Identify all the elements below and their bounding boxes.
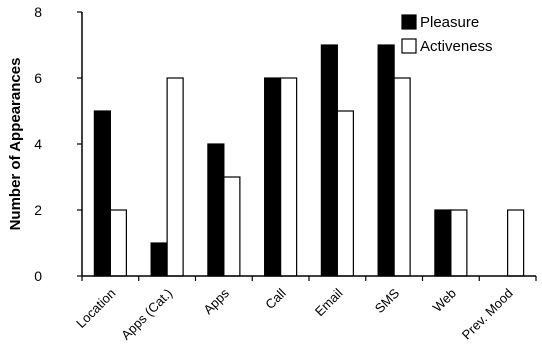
bar-activeness-5 (393, 77, 411, 277)
y-tick-label: 6 (34, 70, 42, 86)
bar-activeness-7 (507, 209, 525, 277)
y-tick-label: 4 (34, 136, 42, 152)
bar-pleasure-4 (320, 44, 338, 277)
bar-activeness-4 (336, 110, 354, 277)
y-tick-label: 2 (34, 202, 42, 218)
x-category-label: Apps (200, 285, 232, 317)
bar-activeness-6 (450, 209, 468, 277)
bar-activeness-1 (166, 77, 184, 277)
legend-swatch-pleasure (401, 14, 417, 30)
plot-area (93, 44, 525, 277)
x-category-label: SMS (372, 285, 403, 316)
bar-activeness-0 (109, 209, 127, 277)
x-category-label: Call (262, 285, 289, 312)
y-tick-label: 0 (34, 268, 42, 284)
legend: Pleasure Activeness (401, 14, 493, 55)
legend-label-pleasure: Pleasure (420, 14, 479, 31)
bar-activeness-2 (223, 176, 241, 277)
x-category-label: Prev. Mood (459, 286, 516, 343)
y-tick-label: 8 (34, 4, 42, 20)
bar-pleasure-0 (93, 110, 111, 277)
y-ticks: 0 2 4 6 8 (34, 4, 537, 284)
legend-label-activeness: Activeness (420, 38, 493, 55)
x-category-label: Apps (Cat.) (118, 286, 175, 343)
y-axis-title: Number of Appearances (7, 58, 24, 231)
bar-activeness-3 (280, 77, 298, 277)
bar-pleasure-3 (264, 77, 282, 277)
bar-pleasure-1 (150, 242, 168, 277)
bar-pleasure-6 (434, 209, 452, 277)
x-category-label: Location (73, 286, 118, 331)
bar-pleasure-5 (377, 44, 395, 277)
x-category-label: Web (430, 286, 459, 315)
x-category-labels: Location Apps (Cat.) Apps Call Email SMS Web Pr… (73, 285, 516, 342)
x-category-label: Email (312, 285, 346, 319)
legend-swatch-activeness (401, 38, 417, 54)
bar-pleasure-2 (207, 143, 225, 277)
